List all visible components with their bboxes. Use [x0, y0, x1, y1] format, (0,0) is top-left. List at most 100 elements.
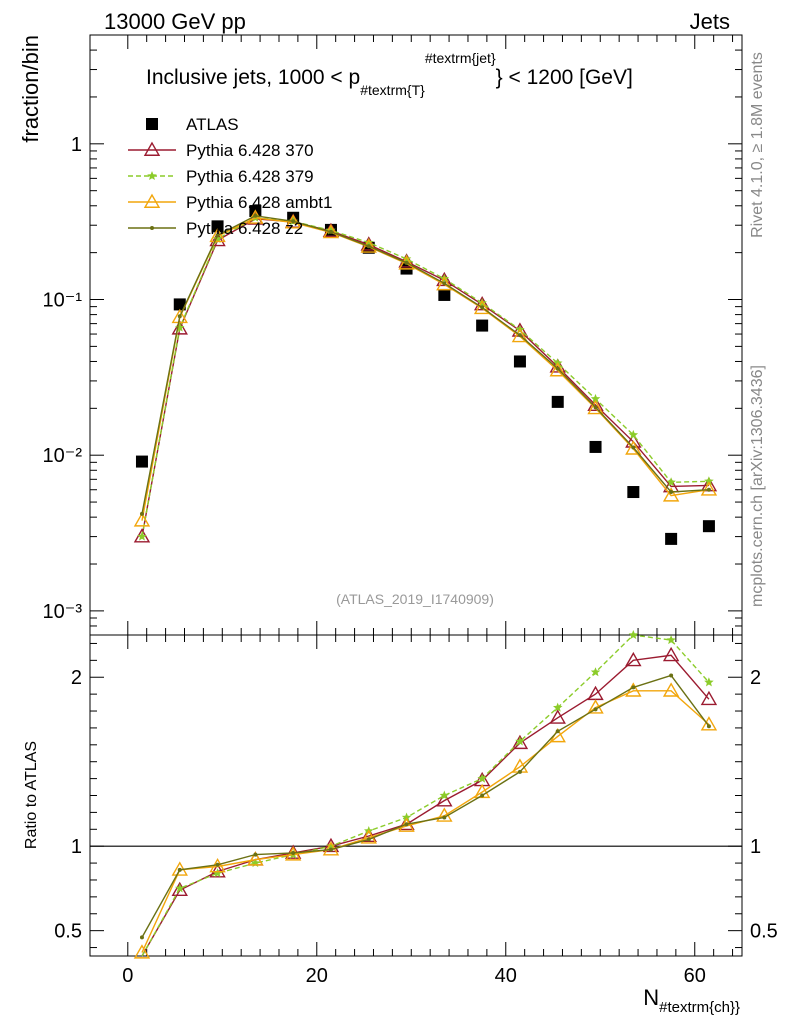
data-point-dot: [404, 822, 409, 827]
legend-label-z2: Pythia 6.428 z2: [186, 219, 303, 238]
ratio-y-tick-label-right: 1: [750, 836, 761, 858]
data-point-dot: [631, 685, 636, 690]
data-point-triangle: [511, 327, 529, 343]
data-point-square: [476, 319, 489, 332]
x-axis-label: N#textrm{ch}}: [643, 985, 740, 1016]
data-point-dot: [593, 707, 598, 712]
x-tick-label: 40: [495, 965, 517, 987]
data-point-triangle: [700, 481, 718, 496]
data-point-star: [147, 171, 157, 180]
data-point-square: [438, 288, 451, 301]
main-panel: 10⁻³ 10⁻² 10⁻¹ 1 fraction/bin Inclusive jet…: [18, 34, 743, 636]
legend-entry-z2: Pythia 6.428 z2: [128, 219, 303, 238]
y-tick-label: 10⁻³: [43, 601, 83, 623]
data-point-triangle: [700, 690, 718, 706]
data-point-dot: [669, 673, 674, 678]
data-point-star: [590, 393, 601, 403]
data-point-square: [702, 520, 715, 533]
data-point-dot: [215, 862, 220, 867]
data-point-triangle: [625, 651, 642, 667]
data-point-triangle: [171, 320, 188, 335]
data-point-dot: [404, 260, 409, 265]
chart-title-pre: Inclusive jets, 1000 < p: [146, 66, 360, 89]
data-point-square: [627, 486, 640, 499]
data-point-square: [551, 395, 564, 408]
data-point-triangle: [700, 716, 718, 731]
series-line-z2: [141, 215, 709, 515]
data-point-star: [439, 790, 450, 800]
x-tick-label: 60: [684, 965, 706, 987]
data-point-dot: [517, 333, 522, 338]
data-point-triangle: [209, 227, 226, 243]
main-y-axis-label: fraction/bin: [18, 35, 43, 143]
data-point-dot: [215, 233, 220, 238]
data-point-square: [665, 532, 678, 545]
data-point-star: [704, 476, 714, 486]
data-point-star: [212, 868, 223, 878]
data-point-triangle: [133, 944, 151, 959]
x-tick-label: 20: [306, 965, 328, 987]
data-point-star: [175, 322, 185, 332]
data-point-triangle: [247, 851, 264, 866]
data-point-dot: [328, 847, 333, 852]
data-point-square: [589, 440, 602, 453]
data-point-square: [211, 220, 224, 233]
data-point-dot: [480, 793, 485, 798]
data-point-dot: [328, 229, 333, 234]
main-x-ticks: [127, 35, 734, 635]
data-point-dot: [555, 366, 560, 371]
data-point-star: [704, 677, 714, 687]
data-point-square: [135, 455, 148, 468]
main-series: [133, 205, 718, 545]
data-point-square: [173, 298, 186, 311]
x-tick-label: 0: [122, 965, 133, 987]
data-point-triangle: [209, 231, 226, 247]
series-ambt1: [133, 209, 718, 527]
data-point-square: [146, 118, 158, 130]
data-point-dot: [555, 729, 560, 734]
legend-entry-p379: Pythia 6.428 379: [128, 167, 314, 186]
series-line-p379: [141, 217, 709, 537]
data-point-triangle: [398, 255, 415, 270]
data-point-dot: [517, 769, 522, 774]
ratio-x-ticks: 0 20 40 60: [122, 635, 734, 987]
data-point-dot: [139, 935, 144, 940]
ratio-y-ticks: 0.5 0.5 1 1 2 2: [54, 642, 778, 949]
ratio-y-tick-label: 2: [71, 667, 82, 689]
ratio-y-axis-label: Ratio to ATLAS: [23, 741, 40, 849]
chart-title: Inclusive jets, 1000 < p#textrm{T}#textr…: [146, 50, 633, 98]
series-line-ambt1: [141, 217, 710, 521]
data-point-triangle: [625, 440, 642, 455]
data-point-triangle: [436, 276, 453, 291]
data-point-star: [401, 812, 412, 822]
data-point-dot: [291, 219, 296, 224]
data-point-dot: [480, 305, 485, 310]
data-point-star: [666, 635, 676, 645]
main-y-ticks: 10⁻³ 10⁻² 10⁻¹ 1: [43, 34, 742, 636]
ratio-y-tick-label-right: 2: [750, 667, 761, 689]
rivet-version-label: Rivet 4.1.0, ≥ 1.8M events: [749, 52, 766, 238]
ratio-y-tick-label: 0.5: [54, 921, 82, 943]
data-point-triangle: [209, 863, 226, 878]
legend-label-p379: Pythia 6.428 379: [186, 167, 314, 186]
series-z2: [139, 213, 711, 516]
data-point-dot: [366, 244, 371, 249]
series-p379: [137, 212, 714, 541]
data-point-dot: [706, 487, 711, 492]
y-tick-label: 10⁻¹: [43, 290, 83, 312]
ratio-line-p379: [141, 634, 710, 957]
series-atlas: [135, 205, 715, 545]
data-point-dot: [631, 445, 636, 450]
data-point-triangle: [662, 682, 680, 697]
data-point-triangle: [511, 734, 529, 750]
data-point-triangle: [587, 399, 604, 415]
data-point-dot: [706, 724, 711, 729]
data-point-star: [137, 531, 147, 541]
data-point-star: [628, 429, 639, 439]
data-point-dot: [177, 867, 182, 872]
ratio-y-tick-label-right: 0.5: [750, 921, 778, 943]
data-point-star: [326, 841, 336, 851]
data-point-dot: [442, 281, 447, 286]
data-point-star: [553, 702, 563, 712]
